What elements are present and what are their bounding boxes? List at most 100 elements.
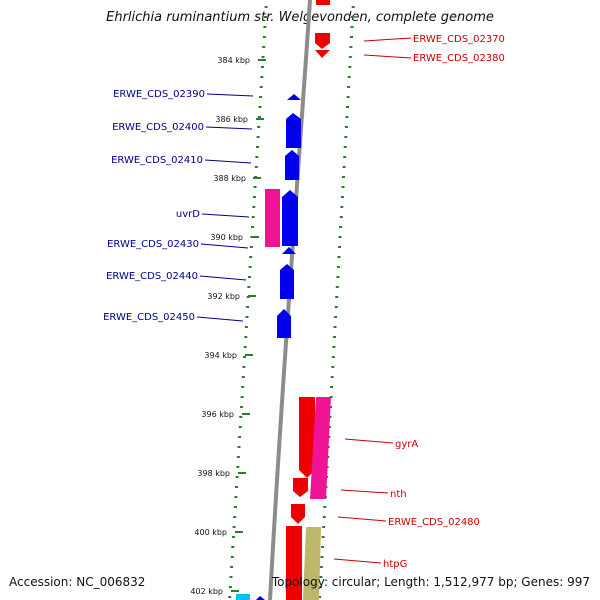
- ring-dot: [232, 526, 236, 528]
- ring-dot: [319, 576, 323, 578]
- ring-dot: [246, 306, 250, 308]
- gene-label: ERWE_CDS_02400: [112, 122, 204, 133]
- ring-dot: [335, 296, 339, 298]
- ring-dot: [348, 56, 352, 58]
- ring-dot: [234, 496, 238, 498]
- gene-label: ERWE_CDS_02440: [106, 271, 198, 282]
- kbp-tick-labels: 384 kbp 386 kbp 388 kbp 390 kbp 392 kbp …: [190, 56, 250, 596]
- ring-dot: [349, 46, 353, 48]
- gene-label: gyrA: [395, 439, 418, 450]
- leader-line: [363, 37, 412, 42]
- ring-dot: [258, 106, 262, 108]
- ring-dot: [346, 96, 350, 98]
- ring-dot: [260, 66, 264, 68]
- leader-line: [363, 54, 412, 59]
- ring-dot: [336, 276, 340, 278]
- reverse-strand-features: [236, 94, 301, 600]
- ring-dot: [240, 406, 243, 408]
- ring-dot: [249, 246, 253, 248]
- gene-label: ERWE_CDS_02390: [113, 89, 205, 100]
- ring-dot: [342, 176, 345, 178]
- ring-dot: [346, 106, 349, 108]
- leader-line: [196, 316, 244, 322]
- right-dotted-ring: [318, 6, 355, 598]
- ring-dot: [334, 316, 338, 318]
- gene-arrow: [286, 113, 301, 148]
- ring-dot: [345, 116, 349, 118]
- ring-dot: [238, 436, 242, 438]
- label-leader-lines: [196, 37, 412, 564]
- ring-dot: [318, 586, 322, 588]
- ring-dot: [347, 76, 351, 78]
- tick-label: 394 kbp: [204, 351, 237, 360]
- gene-block-htpG: [286, 526, 302, 600]
- ring-dot: [252, 196, 256, 198]
- ring-dot: [243, 346, 247, 348]
- ring-dot: [230, 566, 234, 568]
- tick-label: 384 kbp: [217, 56, 250, 65]
- ring-dot: [259, 96, 263, 98]
- left-dotted-ring: [228, 6, 268, 598]
- ring-dot: [321, 546, 325, 548]
- ring-dot: [231, 546, 235, 548]
- accession-text: Accession: NC_006832: [9, 575, 146, 589]
- gene-arrow: [285, 150, 299, 180]
- ring-dot: [253, 186, 257, 188]
- gene-label: htpG: [383, 559, 407, 570]
- ring-dot: [333, 326, 337, 328]
- ring-dot: [331, 356, 335, 358]
- ring-dot: [264, 6, 268, 8]
- ring-dot: [241, 376, 245, 378]
- ring-dot: [343, 146, 347, 148]
- leader-line: [206, 93, 254, 97]
- gene-block-pink: [310, 397, 331, 499]
- ring-dot: [263, 26, 267, 28]
- ring-dot: [260, 76, 264, 78]
- ring-dot: [233, 516, 237, 518]
- ring-dot: [256, 136, 260, 138]
- ring-dot: [248, 266, 252, 268]
- ring-dot: [256, 146, 259, 148]
- ring-dot: [251, 216, 255, 218]
- ring-dot: [235, 486, 238, 488]
- ring-dot: [318, 596, 322, 598]
- ring-dot: [351, 16, 355, 18]
- ring-dot: [350, 26, 354, 28]
- gene-label: ERWE_CDS_02430: [107, 239, 199, 250]
- gene-arrow-ERWE_CDS_02380: [315, 50, 330, 58]
- gene-label: nth: [390, 489, 407, 500]
- ring-dot: [262, 36, 266, 38]
- ring-dot: [237, 446, 241, 448]
- leader-line: [199, 275, 247, 281]
- ring-dot: [334, 306, 338, 308]
- gene-arrow: [282, 190, 298, 246]
- ring-dot: [228, 586, 232, 588]
- gene-label: uvrD: [176, 209, 200, 220]
- tick-label: 388 kbp: [213, 174, 246, 183]
- ring-dot: [238, 426, 242, 428]
- ring-dot: [235, 476, 239, 478]
- leader-line: [340, 489, 389, 494]
- gene-arrow: [280, 264, 294, 299]
- ring-dot: [264, 16, 267, 18]
- genome-summary-text: Topology: circular; Length: 1,512,977 bp…: [271, 575, 590, 589]
- map-title: Ehrlichia ruminantium str. Welgevonden, …: [106, 10, 494, 25]
- leader-line: [201, 213, 250, 218]
- ring-dot: [236, 456, 240, 458]
- ring-dot: [244, 336, 248, 338]
- gene-label: ERWE_CDS_02380: [413, 53, 505, 64]
- kbp-tick-marks: [231, 59, 266, 592]
- ring-dot: [244, 326, 248, 328]
- ring-dot: [320, 556, 324, 558]
- tick-label: 400 kbp: [194, 528, 227, 537]
- gene-block-uvrD: [265, 189, 280, 247]
- ring-dot: [242, 366, 246, 368]
- forward-strand-features: [286, 0, 331, 600]
- ring-dot: [341, 186, 345, 188]
- reverse-gene-labels: ERWE_CDS_02390 ERWE_CDS_02400 ERWE_CDS_0…: [103, 89, 205, 323]
- gene-block-cyan: [236, 594, 250, 600]
- ring-dot: [230, 556, 234, 558]
- tick-label: 390 kbp: [210, 233, 243, 242]
- ring-dot: [254, 166, 258, 168]
